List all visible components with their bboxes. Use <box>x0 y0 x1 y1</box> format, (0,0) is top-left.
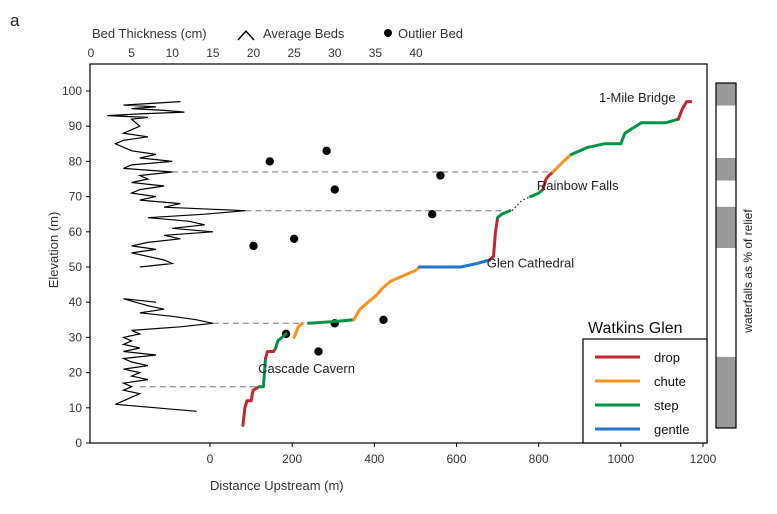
outlier-bed-point <box>330 185 339 194</box>
outlier-bed-point <box>314 347 323 356</box>
annotation-label: Glen Cathedral <box>487 255 575 270</box>
x-tick-label: 1000 <box>607 452 634 466</box>
y-tick-label: 60 <box>69 225 83 239</box>
relief-bar-segment <box>716 248 736 357</box>
relief-bar-segment <box>716 180 736 207</box>
top-x-tick-label: 15 <box>206 46 220 60</box>
legend-average-beds-icon <box>237 29 255 41</box>
relief-bar-label: waterfalls as % of relief <box>741 209 755 334</box>
top-x-tick-label: 5 <box>128 46 135 60</box>
relief-bar-segment <box>716 158 736 181</box>
y-tick-label: 80 <box>69 154 83 168</box>
relief-bar <box>715 82 737 429</box>
profile-segment-step <box>529 188 545 199</box>
top-x-tick-label: 20 <box>247 46 261 60</box>
x-tick-label: 200 <box>282 452 302 466</box>
profile-segment-dotted <box>511 195 531 212</box>
legend-label-gentle: gentle <box>654 422 689 437</box>
x-tick-label: 400 <box>364 452 384 466</box>
profile-segment-drop <box>487 216 500 262</box>
x-tick-label: 600 <box>446 452 466 466</box>
legend-outlier-bed-label: Outlier Bed <box>398 26 463 41</box>
relief-bar-segment <box>716 206 736 248</box>
x-axis-ticks: 0 200 400 600 800 1000 1200 <box>207 443 717 466</box>
x-tick-label: 0 <box>207 452 214 466</box>
outlier-bed-point <box>428 210 437 219</box>
correlation-lines <box>139 171 551 388</box>
top-x-axis-label: Bed Thickness (cm) <box>92 26 207 41</box>
y-tick-label: 70 <box>69 190 83 204</box>
legend-label-chute: chute <box>654 374 686 389</box>
top-axis-ticks: 0 5 10 15 20 25 30 35 40 <box>88 46 423 60</box>
y-tick-label: 30 <box>69 330 83 344</box>
bed-thickness-series <box>107 101 246 412</box>
top-x-tick-label: 25 <box>287 46 301 60</box>
relief-bar-segment <box>716 105 736 158</box>
legend-average-beds-label: Average Beds <box>263 26 345 41</box>
profile-segment-step <box>639 117 680 125</box>
y-tick-label: 100 <box>62 84 82 98</box>
profile-segment-chute <box>352 265 421 322</box>
outlier-bed-point <box>289 234 299 244</box>
class-legend: Watkins Glen drop chute step gentle <box>582 320 708 444</box>
plot-frame <box>89 63 708 444</box>
top-x-tick-label: 40 <box>409 46 423 60</box>
legend-label-step: step <box>654 398 679 413</box>
panel-label: a <box>10 11 20 30</box>
annotation-label: Cascade Cavern <box>258 361 355 376</box>
outlier-bed-point <box>265 157 274 166</box>
top-x-tick-label: 0 <box>88 46 95 60</box>
profile-segment-gentle <box>418 258 491 269</box>
relief-bar-segment <box>716 83 736 106</box>
y-axis-ticks: 0 10 20 30 40 50 60 70 80 90 100 <box>62 84 90 450</box>
legend-title: Watkins Glen <box>588 320 683 337</box>
profile-segment-step <box>496 209 512 220</box>
y-tick-label: 0 <box>75 436 82 450</box>
profile-segment-drop <box>264 346 278 360</box>
relief-bar-frame <box>715 82 737 429</box>
legend-outlier-bed-icon <box>384 29 392 37</box>
top-x-tick-label: 10 <box>166 46 180 60</box>
profile-segment-chute <box>551 152 573 174</box>
x-tick-label: 800 <box>529 452 549 466</box>
annotation-label: 1-Mile Bridge <box>599 90 676 105</box>
y-tick-label: 50 <box>69 260 83 274</box>
outlier-bed-point <box>436 171 445 180</box>
profile-segment-drop <box>541 170 555 192</box>
y-axis-label: Elevation (m) <box>46 212 61 289</box>
y-tick-label: 20 <box>69 366 83 380</box>
annotations: 1-Mile Bridge Rainbow Falls Glen Cathedral… <box>258 90 675 376</box>
legend-label-drop: drop <box>654 350 680 365</box>
x-tick-label: 1200 <box>690 452 717 466</box>
outlier-beds <box>249 146 445 356</box>
outlier-bed-point <box>322 146 331 156</box>
profile-segment-step <box>257 357 267 389</box>
bed-thickness-line-upper <box>107 101 246 268</box>
top-x-tick-label: 35 <box>369 46 383 60</box>
bed-thickness-line-lower <box>115 298 214 412</box>
profile-segment-drop <box>241 385 261 427</box>
profile-segment-step <box>570 121 643 156</box>
profile-segment-step <box>274 332 288 350</box>
profile-segment-drop <box>676 100 693 121</box>
relief-bar-segment <box>716 356 736 428</box>
outlier-bed-point <box>379 315 388 324</box>
elevation-profile <box>241 100 693 427</box>
class-legend-items: drop chute step gentle <box>595 350 689 437</box>
profile-segment-step <box>307 318 356 325</box>
top-x-tick-label: 30 <box>328 46 342 60</box>
outlier-bed-point <box>249 241 258 251</box>
y-tick-label: 90 <box>69 119 83 133</box>
top-legend: Average Beds Outlier Bed <box>237 26 463 41</box>
y-tick-label: 40 <box>69 295 83 309</box>
y-tick-label: 10 <box>69 401 83 415</box>
x-axis-label: Distance Upstream (m) <box>210 478 344 493</box>
profile-segment-chute <box>292 321 304 339</box>
annotation-label: Rainbow Falls <box>537 178 619 193</box>
